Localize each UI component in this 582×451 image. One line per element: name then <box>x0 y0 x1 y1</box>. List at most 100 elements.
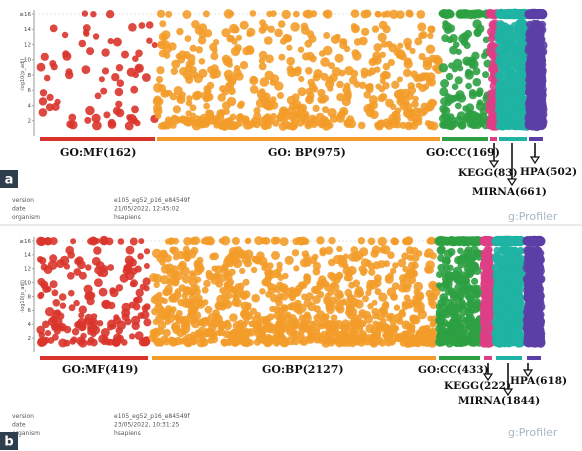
data-point <box>197 116 205 124</box>
data-point <box>472 19 482 29</box>
data-point <box>402 330 410 338</box>
data-point <box>164 318 171 325</box>
data-point <box>84 116 92 124</box>
data-point <box>38 291 45 298</box>
data-point <box>121 313 130 322</box>
data-point <box>352 25 359 32</box>
data-point <box>232 26 240 34</box>
data-point <box>369 100 379 110</box>
data-point <box>162 328 171 338</box>
data-point <box>229 113 237 121</box>
data-point <box>336 80 344 89</box>
data-point <box>267 313 275 321</box>
data-point <box>134 119 141 127</box>
data-point <box>222 330 231 339</box>
data-point <box>405 43 412 51</box>
data-point <box>286 327 296 337</box>
y-tick-label: 4 <box>28 322 32 328</box>
data-point <box>107 118 116 127</box>
data-point <box>429 121 439 131</box>
data-point <box>70 238 77 245</box>
data-point <box>201 286 209 294</box>
data-point <box>223 270 232 278</box>
data-point <box>447 264 454 272</box>
data-point <box>83 30 90 37</box>
data-point <box>379 78 386 84</box>
data-point <box>165 10 173 18</box>
data-point <box>86 47 95 56</box>
data-point <box>131 321 140 331</box>
series-hpa <box>524 8 548 132</box>
data-point <box>426 238 433 245</box>
data-point <box>251 293 260 303</box>
data-point <box>211 252 220 261</box>
data-point <box>100 87 108 95</box>
data-point <box>454 283 463 292</box>
data-point <box>172 277 180 286</box>
data-point <box>284 34 293 43</box>
data-point <box>131 105 139 114</box>
data-point <box>116 320 126 331</box>
data-point <box>223 9 234 19</box>
data-point <box>91 113 101 123</box>
data-point <box>239 309 249 319</box>
data-point <box>472 67 481 76</box>
data-point <box>63 325 72 334</box>
data-point <box>239 267 246 275</box>
data-point <box>152 96 162 106</box>
data-point <box>90 330 97 337</box>
data-point <box>220 338 228 347</box>
data-point <box>396 317 404 325</box>
data-point <box>324 292 332 299</box>
data-point <box>464 285 473 294</box>
data-point <box>288 122 296 130</box>
data-point <box>305 67 313 75</box>
data-point <box>43 265 53 275</box>
data-point <box>449 45 458 55</box>
data-point <box>191 20 200 29</box>
data-point <box>121 302 131 312</box>
data-point <box>381 302 390 310</box>
category-bar-cc <box>442 137 488 141</box>
data-point <box>526 46 533 53</box>
data-point <box>365 259 372 267</box>
data-point <box>339 41 348 50</box>
data-point <box>481 237 489 245</box>
data-point <box>124 121 134 131</box>
data-point <box>111 337 121 347</box>
data-point <box>291 93 300 102</box>
data-point <box>177 263 186 272</box>
data-point <box>499 57 507 64</box>
data-point <box>409 121 419 130</box>
data-point <box>45 307 55 317</box>
data-point <box>392 262 399 269</box>
series-mf <box>36 235 152 348</box>
data-point <box>382 25 391 34</box>
data-point <box>143 263 150 269</box>
data-point <box>534 109 544 118</box>
data-point <box>475 113 484 122</box>
data-point <box>361 27 370 36</box>
y-tick-label: 14 <box>24 27 31 33</box>
data-point <box>507 10 514 17</box>
data-point <box>95 261 105 270</box>
data-point <box>510 77 519 86</box>
data-point <box>319 247 327 255</box>
data-point <box>146 37 153 44</box>
category-bar-mf <box>40 356 148 360</box>
data-point <box>181 274 191 284</box>
data-point <box>386 287 397 297</box>
data-point <box>210 275 221 285</box>
data-point <box>270 96 277 103</box>
data-point <box>428 280 438 290</box>
data-point <box>340 338 349 347</box>
data-point <box>129 333 136 340</box>
data-point <box>336 114 345 123</box>
data-point <box>336 245 343 253</box>
data-point <box>39 337 48 346</box>
data-point <box>497 71 507 81</box>
data-point <box>269 294 279 303</box>
data-point <box>198 58 206 65</box>
data-point <box>299 323 309 333</box>
data-point <box>236 34 242 41</box>
